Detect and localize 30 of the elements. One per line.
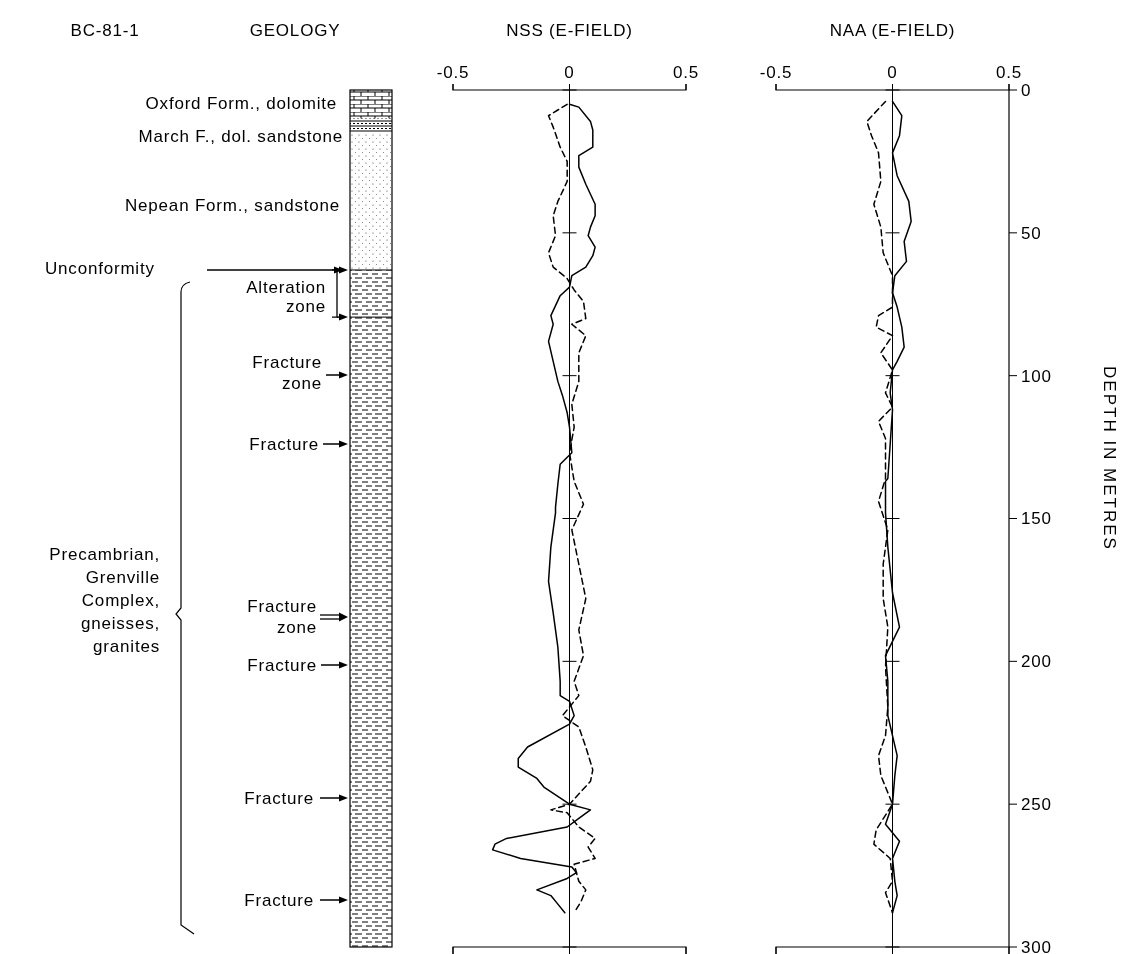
- y-tick-label: 300: [1021, 937, 1052, 954]
- x-tick-label: 0: [564, 63, 575, 82]
- text: Precambrian, Grenville Complex, gneisses, granites: [49, 545, 160, 656]
- text: Fracture: [247, 656, 317, 675]
- text: Fracture zone: [247, 597, 317, 637]
- y-tick-label: 250: [1021, 795, 1052, 815]
- y-tick-label: 150: [1021, 509, 1052, 529]
- text: Nepean Form., sandstone: [125, 196, 340, 215]
- text: Oxford Form., dolomite: [145, 94, 337, 113]
- chart-title: NSS (E-FIELD): [506, 21, 633, 40]
- text: Fracture: [249, 435, 319, 454]
- text: March F., dol. sandstone: [138, 127, 343, 146]
- y-tick-label: 0: [1021, 80, 1032, 100]
- y-tick-label: 50: [1021, 223, 1042, 243]
- text: Fracture zone: [252, 353, 322, 393]
- y-axis-title: DEPTH IN METRES: [1100, 366, 1119, 551]
- x-tick-label: -0.5: [436, 63, 470, 82]
- y-tick-label: 200: [1021, 652, 1052, 672]
- x-tick-label: -0.5: [759, 63, 793, 82]
- x-tick-label: 0: [887, 63, 898, 82]
- text: BC-81-1: [70, 21, 140, 40]
- text: Fracture: [244, 891, 314, 910]
- x-tick-label: 0.5: [672, 63, 700, 82]
- y-tick-label: 100: [1021, 366, 1052, 386]
- x-tick-label: 0.5: [995, 63, 1023, 82]
- text: Unconformity: [45, 259, 155, 278]
- text: GEOLOGY: [249, 21, 341, 40]
- chart-title: NAA (E-FIELD): [829, 21, 956, 40]
- text: Alteration zone: [246, 278, 326, 316]
- text: Fracture: [244, 789, 314, 808]
